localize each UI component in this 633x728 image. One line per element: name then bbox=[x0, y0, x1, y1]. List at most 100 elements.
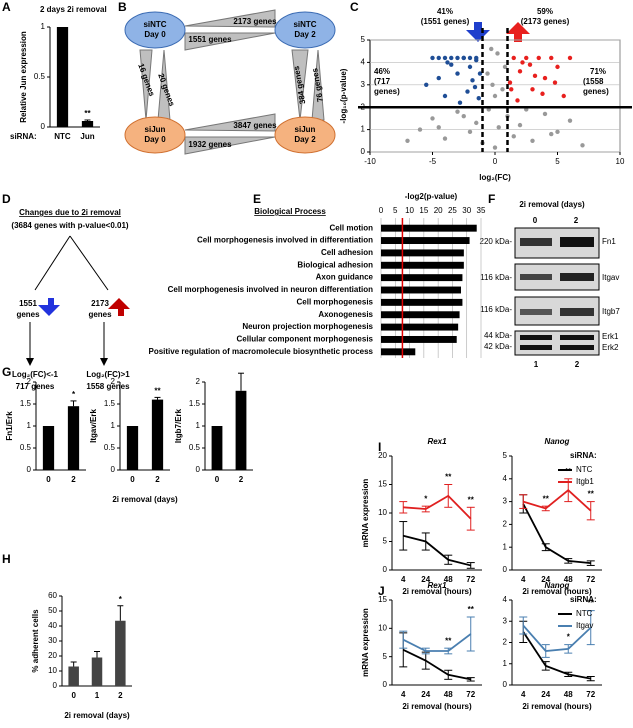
y-tick-label: 50 bbox=[48, 606, 57, 615]
edge-label: 1932 genes bbox=[188, 140, 232, 149]
subtitle: (3684 genes with p-value<0.01) bbox=[11, 221, 128, 230]
y-tick-label: 0 bbox=[111, 465, 116, 474]
x-axis-label: 2i removal (hours) bbox=[402, 587, 472, 596]
panel-label: D bbox=[2, 192, 11, 206]
node-label: Day 0 bbox=[144, 135, 166, 144]
y-tick-label: 1 bbox=[503, 659, 508, 668]
point bbox=[449, 62, 454, 67]
protein: Itgb7 bbox=[602, 307, 620, 316]
y-tick-label: 0 bbox=[383, 565, 388, 574]
point bbox=[449, 55, 454, 61]
point bbox=[477, 71, 483, 76]
category-label: Neuron projection morphogenesis bbox=[242, 322, 373, 331]
bar bbox=[68, 666, 79, 686]
series-line bbox=[403, 534, 471, 567]
point bbox=[405, 138, 410, 143]
y-tick-label: 1.5 bbox=[104, 399, 116, 408]
lane-label: 2 bbox=[574, 216, 579, 225]
x-tick-label: 5 bbox=[555, 157, 560, 166]
category-label: Positive regulation of macromolecule bio… bbox=[148, 347, 373, 356]
marker: 44 kDa- bbox=[484, 331, 512, 340]
x-tick-label: 35 bbox=[477, 206, 486, 215]
y-tick-label: 4 bbox=[361, 58, 366, 67]
point bbox=[467, 55, 473, 61]
legend-label: NTC bbox=[576, 609, 593, 618]
x-tick-label: 25 bbox=[448, 206, 457, 215]
connector bbox=[34, 235, 71, 291]
node bbox=[124, 11, 186, 49]
annotation: (717 bbox=[374, 77, 391, 86]
y-tick-label: 10 bbox=[378, 623, 387, 632]
category-label: Axonogenesis bbox=[318, 310, 373, 319]
lane-label: 0 bbox=[533, 216, 538, 225]
chart-title: Nanog bbox=[545, 437, 570, 446]
band bbox=[560, 237, 594, 247]
legend-label: NTC bbox=[576, 465, 593, 474]
point bbox=[472, 84, 478, 90]
y-tick-label: 0.5 bbox=[189, 443, 201, 452]
point bbox=[436, 75, 441, 81]
chart-title: 2 days 2i removal bbox=[40, 5, 107, 14]
x-tick-label: 4 bbox=[401, 690, 406, 699]
y-tick-label: 3 bbox=[503, 497, 508, 506]
connector bbox=[69, 235, 109, 291]
blot-strip bbox=[514, 330, 600, 356]
arrow bbox=[184, 32, 276, 51]
series-line bbox=[522, 489, 592, 512]
category-label: Cell motion bbox=[329, 223, 373, 232]
y-axis-label: % adherent cells bbox=[31, 609, 40, 673]
x-axis-label: log₂(FC) bbox=[479, 173, 511, 182]
y-tick-label: 1 bbox=[196, 421, 201, 430]
y-axis-label: Itgb7/Erk bbox=[174, 408, 183, 443]
point bbox=[515, 98, 520, 103]
edge-label: 76 genes bbox=[310, 67, 325, 103]
arrow bbox=[139, 49, 153, 121]
node bbox=[274, 11, 336, 49]
marker: 42 kDa- bbox=[484, 342, 512, 351]
y-tick-label: 2 bbox=[503, 638, 508, 647]
category-header: Biological Process bbox=[254, 207, 326, 216]
arrowhead bbox=[100, 358, 108, 366]
y-axis-label: -log₁₀(p-value) bbox=[339, 68, 348, 123]
point bbox=[489, 46, 494, 52]
significance: ** bbox=[468, 605, 475, 614]
lane-number: 2 bbox=[575, 360, 580, 369]
point bbox=[542, 111, 548, 117]
title: Changes due to 2i removal bbox=[19, 208, 121, 217]
y-tick-label: 0 bbox=[53, 681, 58, 690]
band bbox=[520, 274, 552, 280]
point bbox=[495, 51, 500, 56]
x-tick-label: 5 bbox=[393, 206, 398, 215]
point bbox=[465, 89, 470, 94]
panel-label: H bbox=[2, 552, 11, 566]
y-tick-label: 20 bbox=[378, 451, 387, 460]
y-tick-label: 15 bbox=[378, 480, 387, 489]
rule: Log₂(FC)>1 bbox=[86, 370, 130, 379]
y-tick-label: 1 bbox=[27, 421, 32, 430]
bar bbox=[81, 121, 94, 127]
legend-title: siRNA: bbox=[570, 451, 597, 460]
chart-title: Nanog bbox=[545, 581, 570, 590]
x-tick-label: -10 bbox=[364, 157, 376, 166]
significance: ** bbox=[468, 495, 475, 504]
x-tick-label: 2 bbox=[71, 475, 76, 484]
chart-title: Rex1 bbox=[427, 437, 447, 446]
y-tick-label: 60 bbox=[48, 591, 57, 600]
point bbox=[502, 64, 508, 70]
category-label: Cell morphogenesis bbox=[297, 297, 374, 306]
band bbox=[520, 309, 552, 315]
y-axis-label: Itgav/Erk bbox=[89, 409, 98, 443]
point bbox=[442, 136, 448, 141]
point bbox=[530, 138, 535, 143]
node bbox=[274, 116, 336, 154]
band bbox=[560, 308, 594, 316]
y-tick-label: 0.5 bbox=[20, 443, 32, 452]
y-tick-label: 20 bbox=[48, 651, 57, 660]
y-tick-label: 0.5 bbox=[34, 72, 46, 81]
x-tick-label: 1 bbox=[95, 691, 100, 700]
point bbox=[555, 129, 560, 135]
y-tick-label: 1.5 bbox=[189, 399, 201, 408]
node-label: siJun bbox=[295, 125, 316, 134]
down-arrow bbox=[466, 22, 490, 42]
point bbox=[517, 122, 523, 128]
